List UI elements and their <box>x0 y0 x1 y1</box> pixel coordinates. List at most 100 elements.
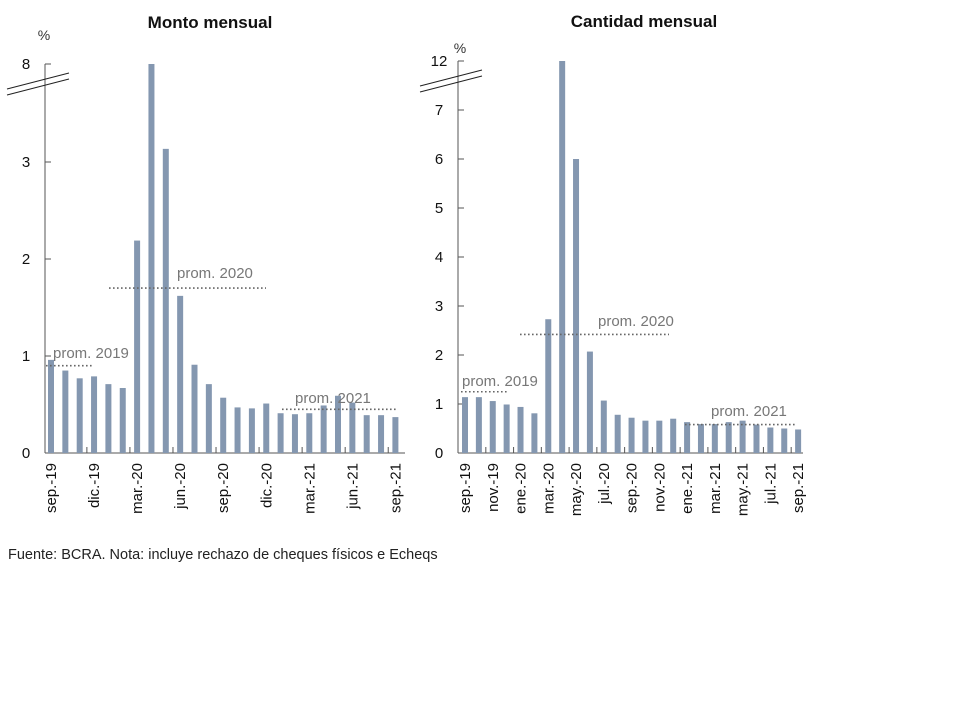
bar-jul.-20 <box>191 364 198 453</box>
bar-mar.-21 <box>711 424 718 453</box>
x-tick-label: mar.-20 <box>540 463 557 514</box>
x-tick-label: jul.-20 <box>596 463 613 505</box>
bar-jul.-21 <box>767 427 774 453</box>
bar-abr.-21 <box>725 422 732 453</box>
bar-dic.-20 <box>263 403 270 453</box>
axis-break-mark <box>419 75 483 93</box>
y-tick-label: 0 <box>22 445 30 462</box>
bar-may.-20 <box>162 148 169 454</box>
x-tick-label: ene.-21 <box>679 463 696 514</box>
x-tick-label: dic.-19 <box>86 463 103 508</box>
y-tick-label: 6 <box>435 151 443 168</box>
axis-break-mark <box>6 78 70 96</box>
bar-sep.-20 <box>220 397 227 453</box>
bar-jun.-21 <box>753 424 760 453</box>
bar-mar.-21 <box>306 413 313 453</box>
bar-nov.-19 <box>489 401 496 453</box>
y-tick-label: 12 <box>431 53 448 70</box>
y-tick-label: 3 <box>435 298 443 315</box>
x-tick-label: mar.-21 <box>707 463 724 514</box>
axis-break-mark <box>6 72 70 90</box>
x-tick-label: may.-21 <box>735 463 752 516</box>
bar-nov.-20 <box>656 420 663 453</box>
bar-abr.-21 <box>320 405 327 453</box>
bar-ago.-20 <box>614 414 621 453</box>
bar-mar.-20 <box>134 240 141 453</box>
bar-sep.-20 <box>628 417 635 453</box>
bar-sep.-21 <box>795 429 802 453</box>
y-tick-label: 5 <box>435 200 443 217</box>
bar-jun.-21 <box>349 402 356 453</box>
average-label: prom. 2020 <box>598 313 674 330</box>
y-tick-label: 0 <box>435 445 443 462</box>
x-tick-label: nov.-19 <box>485 463 502 512</box>
x-tick-label: sep.-21 <box>790 463 807 513</box>
bar-may.-21 <box>335 395 341 453</box>
bar-feb.-21 <box>291 414 298 453</box>
bar-ago.-21 <box>378 415 385 453</box>
x-tick-label: ene.-20 <box>513 463 530 514</box>
bar-ene.-21 <box>684 422 691 453</box>
bar-jul.-20 <box>600 400 607 453</box>
y-tick-label: 7 <box>435 102 443 119</box>
x-tick-label: jul.-21 <box>762 463 779 505</box>
y-tick-label: 2 <box>435 347 443 364</box>
x-tick-label: jun.-21 <box>344 463 361 510</box>
bar-oct.-20 <box>234 407 241 453</box>
average-label: prom. 2019 <box>53 345 129 362</box>
bar-may.-21 <box>739 420 746 453</box>
bar-abr.-20 <box>559 61 566 453</box>
y-tick-label: 2 <box>22 251 30 268</box>
bar-feb.-20 <box>531 413 538 453</box>
y-unit-label: % <box>38 27 50 43</box>
axis-break-mark <box>419 69 483 87</box>
bar-feb.-20 <box>119 388 126 453</box>
y-tick-label: 3 <box>22 154 30 171</box>
x-tick-label: sep.-20 <box>215 463 232 513</box>
x-tick-label: sep.-20 <box>624 463 641 513</box>
average-label: prom. 2021 <box>295 390 371 407</box>
bar-oct.-19 <box>475 397 482 453</box>
bar-jun.-20 <box>586 351 593 453</box>
bar-ene.-20 <box>105 384 112 453</box>
bar-feb.-21 <box>697 424 704 453</box>
x-tick-label: dic.-20 <box>258 463 275 508</box>
chart-title: Cantidad mensual <box>571 12 717 31</box>
bar-sep.-19 <box>462 397 468 453</box>
y-tick-label: 4 <box>435 249 443 266</box>
x-tick-label: mar.-20 <box>129 463 146 514</box>
bar-abr.-20 <box>148 64 155 453</box>
chart-title: Monto mensual <box>148 13 273 32</box>
bar-oct.-19 <box>62 370 69 453</box>
bar-may.-20 <box>573 159 580 453</box>
bar-dic.-20 <box>670 418 677 453</box>
bar-nov.-19 <box>76 378 83 453</box>
average-label: prom. 2020 <box>177 265 253 282</box>
average-label: prom. 2021 <box>711 403 787 420</box>
y-tick-label: 1 <box>435 396 443 413</box>
y-unit-label: % <box>454 40 466 56</box>
bar-jun.-20 <box>177 295 184 453</box>
bar-sep.-19 <box>48 359 54 453</box>
y-tick-label: 1 <box>22 348 30 365</box>
x-tick-label: sep.-19 <box>43 463 60 513</box>
x-tick-label: may.-20 <box>568 463 585 516</box>
bar-ene.-21 <box>277 413 284 453</box>
x-tick-label: jun.-20 <box>172 463 189 510</box>
bar-ene.-20 <box>517 406 524 453</box>
bar-nov.-20 <box>248 408 255 453</box>
x-tick-label: nov.-20 <box>651 463 668 512</box>
bar-dic.-19 <box>91 376 98 453</box>
bar-sep.-21 <box>392 417 399 453</box>
bar-dic.-19 <box>503 404 510 453</box>
bar-oct.-20 <box>642 420 649 453</box>
bar-ago.-20 <box>205 384 212 453</box>
average-label: prom. 2019 <box>462 373 538 390</box>
x-tick-label: sep.-21 <box>387 463 404 513</box>
footnote: Fuente: BCRA. Nota: incluye rechazo de c… <box>8 547 438 563</box>
bar-jul.-21 <box>363 415 370 453</box>
x-tick-label: sep.-19 <box>457 463 474 513</box>
y-tick-label: 8 <box>22 56 30 73</box>
bar-ago.-21 <box>781 428 788 453</box>
